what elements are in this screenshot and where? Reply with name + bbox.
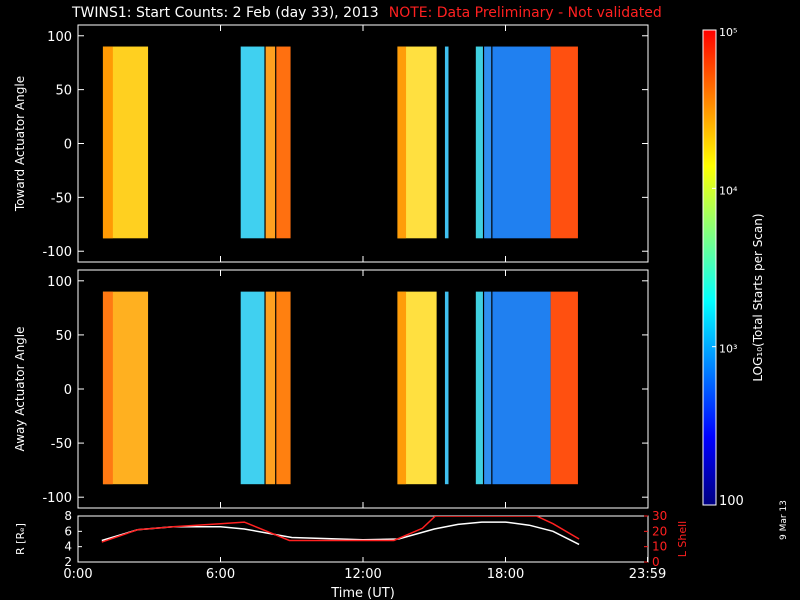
lshell-series-line [101,516,580,543]
toward-ytick-label: 100 [47,30,72,45]
orbit-ytick-right-label: 30 [652,509,667,523]
title-text: TWINS1: Start Counts: 2 Feb (day 33), 20… [72,5,379,21]
away-ytick-label: -100 [42,491,72,506]
title-note: NOTE: Data Preliminary - Not validated [388,5,662,21]
toward-ytick-label: -100 [42,245,72,260]
toward-data-block-edge [102,46,113,239]
orbit-xtick-label: 12:00 [344,567,381,582]
colorbar-gradient [702,29,717,506]
colorbar-tick-label: 10³ [719,343,737,356]
orbit-ytick-right-label: 0 [652,555,660,569]
toward-data-block-edge [397,46,407,239]
away-data-block [240,291,265,485]
toward-data-block [276,46,291,239]
away-ytick-label: 50 [55,329,72,344]
toward-data-block [484,46,492,239]
orbit-ytick-left-label: 8 [64,509,72,523]
toward-ytick-label: -50 [51,191,72,206]
orbit-xlabel: Time (UT) [330,586,395,600]
orbit-ytick-left-label: 2 [64,555,72,569]
toward-ytick-label: 0 [64,138,72,153]
away-ytick-label: 100 [47,275,72,290]
colorbar-tick-label: 10⁵ [719,26,737,39]
orbit-xtick-label: 23:59 [629,567,666,582]
toward-ytick-label: 50 [55,84,72,99]
orbit-ytick-left-label: 6 [64,524,72,538]
colorbar-label: LOG₁₀(Total Starts per Scan) [751,213,765,381]
orbit-ytick-left-label: 4 [64,540,72,554]
colorbar-tick-label: 10⁴ [719,184,738,197]
chart-title: TWINS1: Start Counts: 2 Feb (day 33), 20… [72,5,662,21]
date-stamp: 9 Mar 13 [779,500,789,540]
away-heatmap-panel: 100 50 0 -50 -100 Away Actuator Angle [13,269,649,509]
away-data-block [492,291,551,485]
away-data-block [484,291,492,485]
colorbar-tick-label: 100 [719,494,744,509]
toward-data-block [550,46,578,239]
toward-data-block [444,46,449,239]
orbit-plot-frame [77,515,649,563]
orbit-ylabel-right: L Shell [676,521,689,557]
away-data-block [276,291,291,485]
away-ytick-label: -50 [51,437,72,452]
orbit-xtick-label: 18:00 [487,567,524,582]
toward-data-block [265,46,276,239]
orbit-ytick-right-label: 10 [652,540,667,554]
away-data-block [475,291,483,485]
toward-ylabel: Toward Actuator Angle [13,76,27,212]
toward-data-block [475,46,483,239]
away-ytick-label: 0 [64,383,72,398]
away-data-block [265,291,276,485]
away-ylabel: Away Actuator Angle [13,326,27,451]
toward-data-block [240,46,265,239]
away-data-block [550,291,578,485]
away-data-block [444,291,449,485]
toward-data-block [492,46,551,239]
orbit-ytick-right-label: 20 [652,524,667,538]
toward-heatmap-panel: 100 50 0 -50 -100 Toward Actuator Angle [13,24,649,263]
away-data-block-edge [397,291,407,485]
orbit-ylabel-left: R [Rₑ] [14,523,27,555]
orbit-xtick-label: 0:00 [63,567,92,582]
away-data-block-edge [102,291,113,485]
colorbar: 10⁵ 10⁴ 10³ 100 LOG₁₀(Total Starts per Scan) [702,26,765,509]
orbit-xtick-label: 6:00 [206,567,235,582]
